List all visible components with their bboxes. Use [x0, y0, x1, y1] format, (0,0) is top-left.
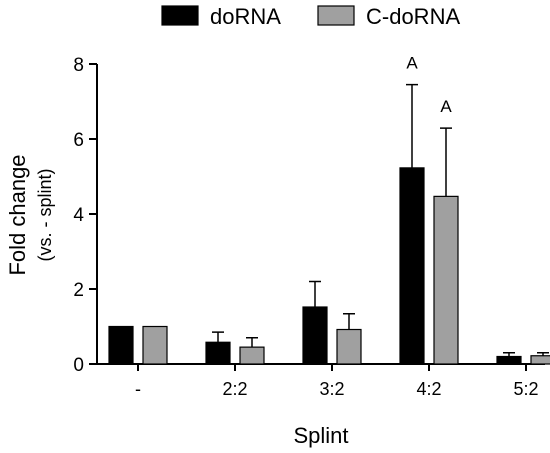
x-tick-label: 2:2 — [222, 379, 247, 399]
bar-doRNA-5:2 — [496, 355, 522, 365]
x-axis-label: Splint — [293, 423, 348, 448]
y-axis-label: Fold change — [5, 154, 30, 275]
x-tick-label: 4:2 — [416, 379, 441, 399]
bar-doRNA-2:2 — [205, 341, 231, 365]
x-tick-label: 3:2 — [319, 379, 344, 399]
significance-label: A — [440, 97, 452, 116]
bar-C-doRNA-2:2 — [239, 346, 265, 365]
y-tick-label: 8 — [73, 55, 84, 76]
legend-swatch-doRNA — [161, 5, 199, 26]
bar-C-doRNA-- — [142, 325, 168, 365]
x-axis: - 2:2 3:2 4:2 5:2 — [96, 363, 545, 399]
bar-doRNA-4:2 — [399, 167, 425, 365]
y-tick-label: 6 — [73, 130, 84, 151]
bars — [108, 167, 550, 365]
bar-doRNA-- — [108, 325, 134, 365]
y-axis-sublabel: (vs. - splint) — [35, 168, 55, 261]
y-tick-label: 4 — [73, 205, 84, 226]
legend-label-C-doRNA: C-doRNA — [366, 4, 460, 29]
bar-doRNA-3:2 — [302, 306, 328, 365]
y-tick-label: 2 — [73, 280, 84, 301]
bar-C-doRNA-5:2 — [530, 355, 550, 365]
y-axis: 0 2 4 6 8 — [73, 55, 98, 376]
bar-C-doRNA-4:2 — [433, 195, 459, 365]
significance-label: A — [406, 54, 418, 73]
error-bars — [212, 83, 549, 357]
x-tick-label: - — [135, 379, 141, 399]
legend-swatch-C-doRNA — [317, 5, 355, 26]
y-tick-label: 0 — [73, 355, 84, 376]
x-tick-label: 5:2 — [513, 379, 538, 399]
annotations: AA — [406, 54, 452, 117]
legend: doRNA C-doRNA — [161, 4, 460, 29]
legend-label-doRNA: doRNA — [210, 4, 281, 29]
bar-C-doRNA-3:2 — [336, 328, 362, 365]
